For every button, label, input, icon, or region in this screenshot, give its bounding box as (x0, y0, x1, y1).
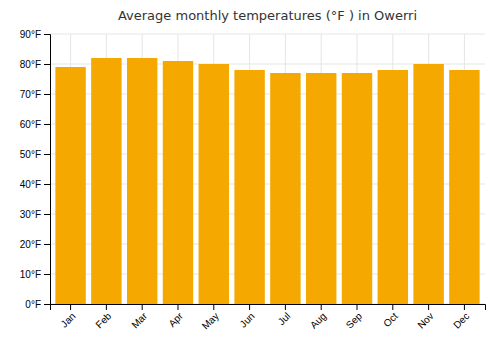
x-tick: Jan (58, 304, 77, 330)
bar (413, 64, 443, 304)
x-tick-mark (357, 304, 358, 310)
x-tick-mark (213, 304, 214, 310)
bar (306, 73, 336, 304)
y-tick: 70°F (20, 89, 50, 100)
x-tick-mark (464, 304, 465, 310)
x-tick-label: Dec (451, 310, 471, 330)
y-tick-label: 40°F (20, 179, 41, 190)
x-tick-label: Oct (381, 310, 400, 329)
y-tick: 0°F (25, 299, 50, 310)
x-tick: Aug (308, 304, 328, 331)
y-grid-line (50, 34, 485, 35)
x-tick-mark (106, 304, 107, 310)
y-tick: 50°F (20, 149, 50, 160)
y-tick-label: 30°F (20, 209, 41, 220)
x-tick-mark (285, 304, 286, 310)
y-tick-label: 20°F (20, 239, 41, 250)
y-tick-label: 70°F (20, 89, 41, 100)
x-tick-label: Sep (344, 310, 365, 331)
x-tick: May (200, 304, 221, 332)
y-tick-mark (44, 64, 50, 65)
bar (378, 70, 408, 304)
x-tick-mark (392, 304, 393, 310)
y-tick-label: 60°F (20, 119, 41, 130)
x-tick: Jun (237, 304, 256, 330)
x-tick: Nov (415, 304, 435, 331)
y-tick-mark (44, 214, 50, 215)
y-tick-label: 50°F (20, 149, 41, 160)
y-tick-label: 0°F (25, 299, 41, 310)
x-tick-label: Feb (93, 310, 113, 330)
x-tick-label: Aug (308, 310, 328, 330)
y-axis: 0°F 10°F 20°F 30°F 40°F 50°F 60°F 70°F 80°F 90°F (20, 29, 51, 310)
x-axis-line (51, 305, 486, 311)
x-tick-mark (177, 304, 178, 310)
x-tick-label: Nov (415, 310, 435, 330)
y-tick-label: 10°F (20, 269, 41, 280)
y-tick: 10°F (20, 269, 50, 280)
y-tick-mark (44, 94, 50, 95)
x-tick-label: Jan (58, 310, 77, 329)
y-tick: 20°F (20, 239, 50, 250)
bar (270, 73, 300, 304)
bar (342, 73, 372, 304)
y-tick-mark (44, 244, 50, 245)
bar (55, 67, 85, 304)
x-tick: Mar (129, 304, 149, 330)
x-tick-label: May (200, 310, 221, 331)
x-tick-mark (142, 304, 143, 310)
x-tick: Sep (344, 304, 365, 331)
y-tick: 60°F (20, 119, 50, 130)
y-tick-mark (44, 154, 50, 155)
y-tick-label: 80°F (20, 59, 41, 70)
y-tick: 80°F (20, 59, 50, 70)
bar (234, 70, 264, 304)
bar (127, 58, 157, 304)
y-tick-mark (44, 184, 50, 185)
y-tick-mark (44, 124, 50, 125)
x-tick-mark (70, 304, 71, 310)
bar (199, 64, 229, 304)
x-tick: Apr (166, 304, 185, 329)
y-tick: 40°F (20, 179, 50, 190)
x-tick-label: Jun (237, 310, 256, 329)
x-tick-label: Mar (129, 310, 149, 330)
y-tick-mark (44, 274, 50, 275)
x-tick-mark (321, 304, 322, 310)
x-tick: Jul (276, 304, 293, 327)
y-tick-mark (44, 304, 50, 305)
chart: 0°F 10°F 20°F 30°F 40°F 50°F 60°F 70°F 80°F 90°F J… (0, 0, 500, 350)
x-tick-label: Jul (276, 310, 293, 327)
y-axis-line (44, 35, 51, 305)
x-tick-mark (428, 304, 429, 310)
x-tick-label: Apr (166, 310, 185, 329)
x-tick: Oct (381, 304, 400, 329)
bars (55, 58, 479, 304)
title: Average monthly temperatures (°F ) in Ow… (118, 8, 417, 23)
bar (91, 58, 121, 304)
x-axis: Jan Feb Mar Apr May Jun Jul Aug Sep Oct Nov Dec (51, 304, 486, 332)
y-tick-label: 90°F (20, 29, 41, 40)
bar (163, 61, 193, 304)
y-tick: 90°F (20, 29, 50, 40)
y-tick-mark (44, 34, 50, 35)
x-tick: Dec (451, 304, 471, 331)
x-tick-mark (249, 304, 250, 310)
y-tick: 30°F (20, 209, 50, 220)
grid (50, 34, 485, 304)
bar (449, 70, 479, 304)
x-tick: Feb (93, 304, 113, 330)
